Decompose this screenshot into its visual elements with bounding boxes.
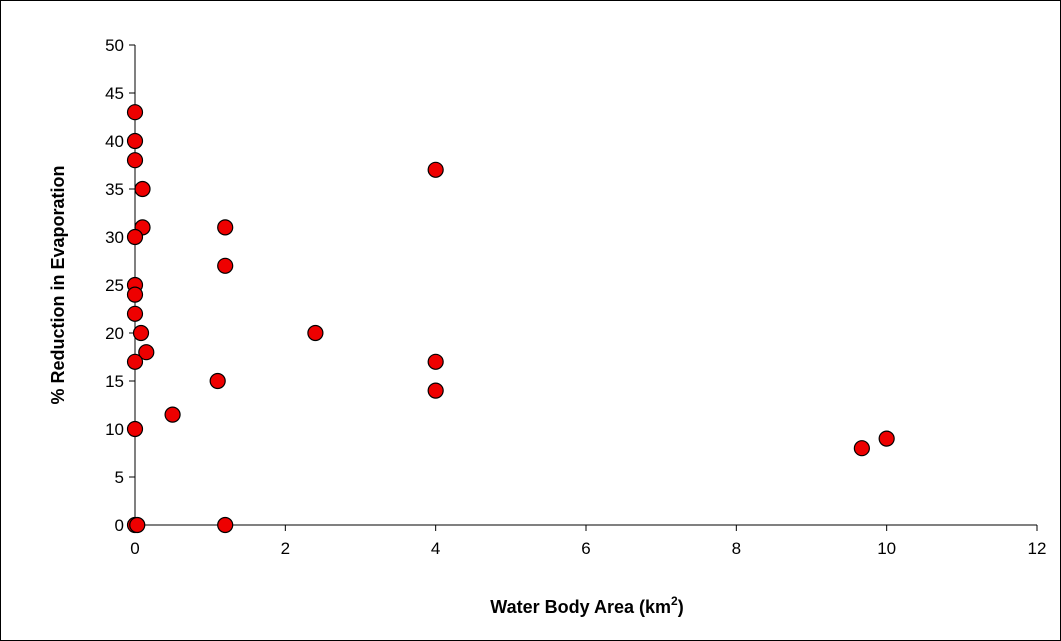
y-tick-label: 50 bbox=[105, 36, 124, 55]
x-tick-label: 0 bbox=[130, 539, 139, 558]
data-point bbox=[126, 104, 144, 121]
data-point bbox=[217, 219, 234, 236]
y-tick-label: 5 bbox=[115, 468, 124, 487]
data-point bbox=[126, 152, 144, 169]
x-axis-title-superscript: 2 bbox=[671, 594, 678, 608]
y-tick-label: 25 bbox=[105, 276, 124, 295]
y-tick-label: 30 bbox=[105, 228, 124, 247]
data-point bbox=[164, 406, 181, 423]
y-tick-label: 35 bbox=[105, 180, 124, 199]
data-point bbox=[138, 344, 155, 361]
x-tick-label: 12 bbox=[1028, 539, 1047, 558]
axes bbox=[129, 44, 1038, 531]
x-tick-label: 10 bbox=[877, 539, 896, 558]
x-tick-label: 8 bbox=[732, 539, 741, 558]
data-point bbox=[217, 516, 234, 534]
y-tick-label: 40 bbox=[105, 132, 124, 151]
y-axis-title: % Reduction in Evaporation bbox=[48, 165, 68, 404]
data-point bbox=[209, 372, 226, 390]
data-point bbox=[217, 257, 234, 274]
data-point bbox=[126, 353, 144, 370]
y-tick-label: 45 bbox=[105, 84, 124, 103]
data-point bbox=[126, 228, 144, 246]
x-tick-label: 6 bbox=[581, 539, 590, 558]
data-point bbox=[427, 382, 444, 399]
x-tick-label: 4 bbox=[431, 539, 440, 558]
data-point bbox=[126, 132, 144, 150]
y-tick-label: 0 bbox=[115, 516, 124, 535]
data-point bbox=[134, 180, 151, 198]
data-point bbox=[132, 324, 150, 342]
x-axis-title-main: Water Body Area (km bbox=[490, 597, 671, 617]
y-tick-label: 10 bbox=[105, 420, 124, 439]
data-point bbox=[126, 305, 144, 322]
data-point bbox=[427, 353, 444, 370]
data-point bbox=[853, 440, 870, 457]
data-point bbox=[129, 516, 146, 534]
data-point bbox=[126, 420, 144, 438]
y-tick-label: 20 bbox=[105, 324, 124, 343]
data-point bbox=[878, 430, 895, 447]
x-axis-title-close: ) bbox=[678, 597, 684, 617]
x-tick-label: 2 bbox=[281, 539, 290, 558]
data-point bbox=[126, 286, 144, 303]
x-axis-title: Water Body Area (km2) bbox=[490, 594, 683, 617]
tick-labels: 0 5 10 15 20 25 30 35 40 45 50 0 2 4 6 8 10 12 bbox=[105, 36, 1046, 558]
data-points bbox=[126, 104, 895, 534]
y-tick-label: 15 bbox=[105, 372, 124, 391]
data-point bbox=[427, 161, 444, 178]
data-point bbox=[307, 324, 324, 342]
